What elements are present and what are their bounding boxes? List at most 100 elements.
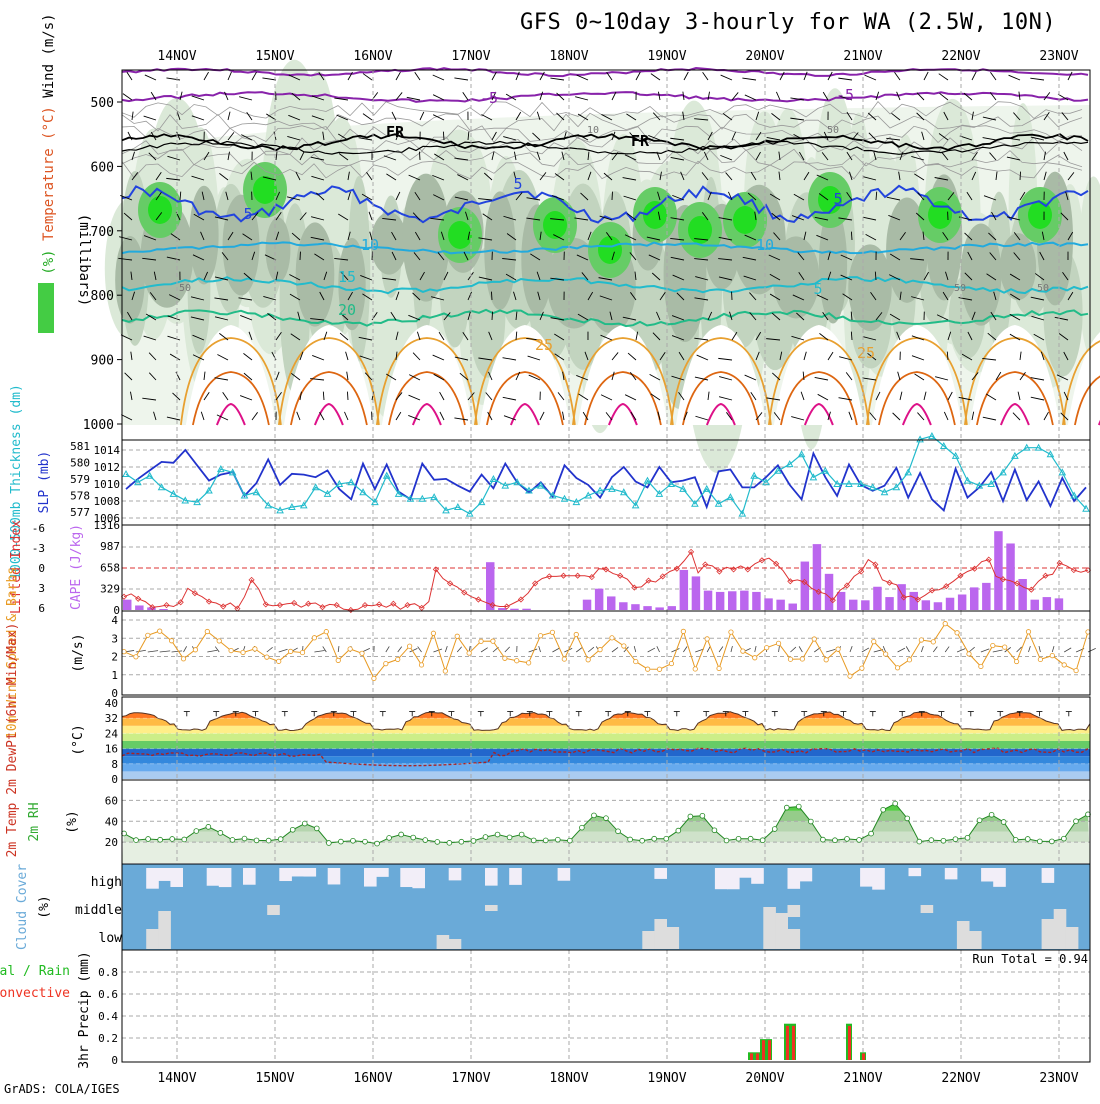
rh-shade-90 [148, 196, 172, 224]
cape-bar [498, 608, 506, 610]
cloud-high-gap [279, 868, 292, 881]
wind10m-point [634, 659, 638, 663]
wind10m-barb [779, 646, 780, 652]
wind10m-point [729, 630, 733, 634]
cloud-low-gap [969, 931, 982, 949]
cloud-ylabel: Cloud Cover [15, 864, 30, 950]
cloud-high-gap [376, 868, 389, 877]
wind10m-barb [418, 647, 422, 652]
rh2m-point [893, 801, 898, 806]
wind10m-point [991, 643, 995, 647]
thickness-point [123, 471, 129, 477]
rh2m-point [857, 838, 862, 843]
rh-band [122, 790, 1090, 800]
rh2m-point [1037, 839, 1042, 844]
rh2m-point [1025, 837, 1030, 842]
cape-bar [740, 591, 748, 610]
cloud-high-gap [158, 868, 171, 881]
wind10m-barb [505, 647, 510, 652]
cloud-high-gap [981, 868, 994, 881]
cloud-mid-gap [485, 905, 498, 911]
cape-bar [958, 594, 966, 610]
wind10m-barb [267, 647, 273, 652]
wind10m-barb [755, 646, 756, 652]
wind10m-point [265, 655, 269, 659]
cloud-low-gap [788, 929, 801, 949]
temp-band [122, 733, 1090, 741]
contour-label: 5 [513, 175, 522, 193]
wind10m-barb [933, 647, 937, 652]
contour-label: FR [386, 123, 405, 141]
temp-band [122, 726, 1090, 734]
contour-label: FR [631, 132, 650, 150]
contour-label: 5 [813, 280, 822, 298]
rh2m-point [363, 839, 368, 844]
wind-tick-label: 4 [111, 614, 118, 627]
cape-bar [764, 598, 772, 610]
cape-bar [716, 592, 724, 610]
rh-contour-label: 50 [954, 283, 966, 294]
temp-tick-label: 8 [111, 758, 118, 771]
day-label-bottom: 15NOV [255, 1071, 294, 1086]
wind10m-barb [945, 647, 949, 652]
cloud-low-gap [667, 927, 680, 949]
wind10m-barb [1039, 646, 1040, 652]
day-label-bottom: 22NOV [941, 1071, 980, 1086]
wind10m-barb [1028, 646, 1030, 652]
cape-bar [607, 596, 615, 610]
wind10m-point [586, 658, 590, 662]
rh2m-point [929, 838, 934, 843]
rh2m-point [784, 805, 789, 810]
wind10m-point [979, 664, 983, 668]
cape-bar [522, 609, 530, 610]
rh2m-point [230, 838, 235, 843]
cloud-high-gap [207, 868, 220, 886]
wind10m-barb [969, 647, 975, 652]
cloud-low-gap [1054, 909, 1067, 949]
wind10m-barb [148, 651, 158, 652]
wind10m-point [348, 647, 352, 651]
day-label-top: 20NOV [745, 49, 784, 64]
rh2m-point [194, 829, 199, 834]
rh2m-point [435, 840, 440, 845]
rh2m-point [772, 827, 777, 832]
wind10m-barb [588, 647, 594, 652]
cloud-low-gap [1042, 919, 1055, 949]
wind10m-point [538, 634, 542, 638]
cloud-high-gap [1042, 868, 1055, 883]
wind10m-point [1062, 663, 1066, 667]
wind10m-barb [648, 648, 655, 652]
wind10m-barb [898, 648, 905, 652]
wind10m-point [253, 647, 257, 651]
rh2m-point [531, 838, 536, 843]
wind10m-barb [790, 647, 795, 652]
temp-band [122, 741, 1090, 749]
wind10m-point [443, 669, 447, 673]
day-label-top: 19NOV [647, 49, 686, 64]
chart-title: GFS 0~10day 3-hourly for WA (2.5W, 10N) [520, 10, 1056, 35]
rh2m-point [182, 837, 187, 842]
contour-label: 15 [338, 268, 356, 286]
wind10m-point [883, 652, 887, 656]
rh2m-point [580, 825, 585, 830]
wind10m-point [622, 644, 626, 648]
li-tick-label: 6 [38, 602, 45, 615]
rh2m-point [905, 816, 910, 821]
rh2m-point [1001, 820, 1006, 825]
wind10m-barb [826, 649, 835, 652]
cape-bar [595, 589, 603, 610]
cloud-low-gap [775, 913, 788, 949]
cloud-low-gap [158, 911, 171, 949]
wind10m-barb [1052, 646, 1054, 652]
cape-ylabel: CAPE (J/kg) [69, 524, 84, 610]
day-label-top: 14NOV [157, 49, 196, 64]
ytick-label: 600 [91, 160, 114, 175]
cloud-low-gap [957, 921, 970, 949]
rh2m-point [760, 838, 765, 843]
rh2m-point [941, 838, 946, 843]
day-label-bottom: 20NOV [745, 1071, 784, 1086]
contour-label: 5 [243, 205, 252, 223]
li-tick-label: 3 [38, 582, 45, 595]
wind10m-point [574, 632, 578, 636]
cape-bar [801, 562, 809, 610]
